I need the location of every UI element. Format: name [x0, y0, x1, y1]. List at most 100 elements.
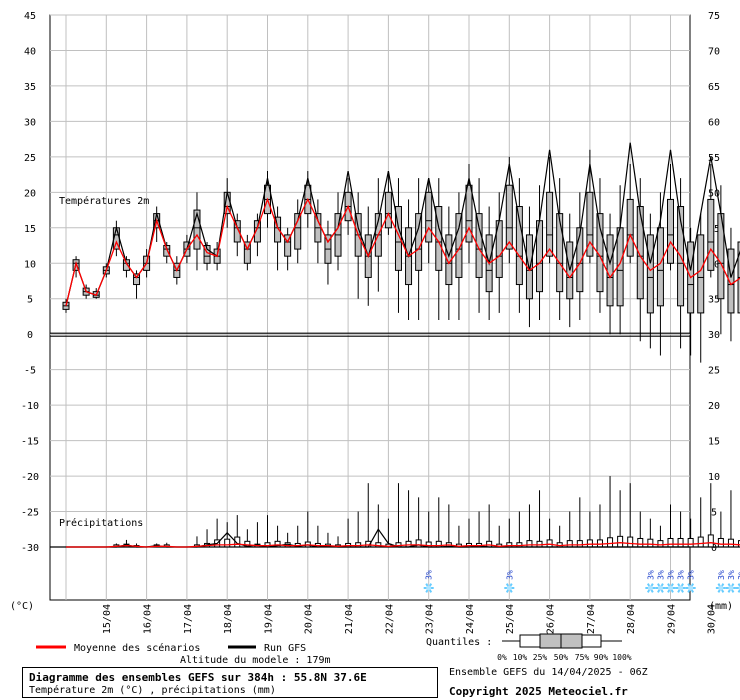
left-tick-label: 20	[24, 188, 36, 199]
chart-title: Diagramme des ensembles GEFS sur 384h : …	[29, 671, 367, 684]
precip-box	[526, 540, 533, 548]
left-tick-label: -30	[21, 543, 39, 554]
temp-box	[576, 227, 584, 293]
temp-box	[656, 227, 664, 307]
temp-box	[384, 191, 392, 229]
date-label: 26/04	[545, 604, 556, 634]
precip-box	[717, 537, 724, 548]
temp-box	[626, 198, 634, 257]
snowflake-center	[657, 585, 663, 591]
snowflake-icon	[736, 583, 740, 593]
temp-box	[636, 206, 644, 300]
precip-box	[617, 535, 624, 548]
quantiles-label: Quantiles :	[426, 637, 492, 648]
precip-box	[627, 536, 634, 548]
snowflake-center	[718, 585, 724, 591]
temp-box	[455, 213, 463, 278]
right-tick-label: 10	[708, 472, 720, 483]
precipitation-section-label: Précipitations	[59, 517, 143, 529]
snowflake-icon	[504, 583, 515, 593]
left-tick-label: 45	[24, 11, 36, 22]
temp-box	[193, 209, 201, 250]
snow-probability-label: 3%	[505, 570, 514, 580]
date-label: 22/04	[384, 604, 395, 634]
precip-box	[697, 536, 704, 548]
quantile-tick-label: 50%	[554, 653, 569, 662]
snow-probability-label: 3%	[727, 570, 736, 580]
date-label: 17/04	[183, 604, 194, 634]
precip-box	[486, 540, 493, 548]
left-tick-label: 25	[24, 153, 36, 164]
temp-box	[465, 184, 473, 243]
snowflake-stroke	[737, 587, 740, 593]
right-tick-label: 75	[708, 11, 720, 22]
snow-probability-label: 3%	[737, 570, 740, 580]
temp-box	[133, 273, 141, 286]
precip-box	[687, 537, 694, 548]
quantile-tick-label: 0%	[497, 653, 507, 662]
chart-subtitle: Température 2m (°C) , précipitations (mm…	[29, 685, 276, 696]
temp-box	[425, 191, 433, 243]
date-label: 24/04	[465, 604, 476, 634]
legend-mean-label: Moyenne des scénarios	[74, 642, 200, 654]
precip-box	[566, 540, 573, 548]
temp-box	[233, 220, 241, 243]
right-tick-label: 0	[711, 543, 717, 554]
temp-box	[606, 234, 614, 307]
temp-box	[727, 248, 735, 314]
quantile-tick-label: 25%	[533, 653, 548, 662]
precip-box	[657, 540, 664, 548]
temp-box	[475, 213, 483, 278]
right-tick-label: 65	[708, 82, 720, 93]
temp-box	[253, 220, 261, 243]
date-label: 28/04	[626, 604, 637, 634]
snowflake-icon	[675, 583, 686, 593]
right-unit-label: (mm)	[709, 601, 733, 612]
altitude-label: Altitude du modele : 179m	[180, 655, 331, 666]
right-tick-label: 5	[711, 508, 717, 519]
temp-box	[505, 184, 513, 250]
date-label: 18/04	[223, 604, 234, 634]
temp-box	[586, 191, 594, 257]
left-tick-label: 10	[24, 259, 36, 270]
precip-box	[224, 538, 231, 548]
left-tick-label: -10	[21, 401, 39, 412]
precip-box	[707, 534, 714, 548]
right-tick-label: 60	[708, 117, 720, 128]
snowflake-center	[678, 585, 684, 591]
copyright-label: Copyright 2025 Meteociel.fr	[449, 685, 628, 698]
snowflake-icon	[685, 583, 696, 593]
temp-box	[556, 213, 564, 293]
temp-box	[243, 241, 251, 264]
date-label: 19/04	[263, 604, 274, 634]
quantile-tick-label: 90%	[594, 653, 609, 662]
snowflake-center	[506, 585, 512, 591]
date-label: 20/04	[304, 604, 315, 634]
chart-info-box: Diagramme des ensembles GEFS sur 384h : …	[22, 667, 438, 698]
snow-probability-label: 3%	[687, 570, 696, 580]
snow-probability-label: 3%	[717, 570, 726, 580]
right-tick-label: 55	[708, 153, 720, 164]
left-tick-label: -15	[21, 437, 39, 448]
snowflake-icon	[645, 583, 656, 593]
snow-probability-label: 3%	[646, 570, 655, 580]
temperature-section-label: Températures 2m	[59, 195, 149, 207]
snowflake-icon	[665, 583, 676, 593]
snow-probability-label: 3%	[667, 570, 676, 580]
precip-box	[738, 540, 740, 548]
temp-box	[646, 234, 654, 314]
precip-box	[667, 537, 674, 548]
left-tick-label: 30	[24, 117, 36, 128]
left-tick-label: -20	[21, 472, 39, 483]
temp-box	[163, 245, 171, 257]
temp-box	[284, 234, 292, 257]
snowflake-icon	[423, 583, 434, 593]
snowflake-stroke	[737, 583, 740, 589]
quantile-tick-label: 10%	[513, 653, 528, 662]
left-tick-label: 5	[27, 295, 33, 306]
temp-box	[274, 216, 282, 243]
snowflake-center	[668, 585, 673, 591]
temp-box	[697, 234, 705, 314]
snowflake-center	[688, 585, 694, 591]
